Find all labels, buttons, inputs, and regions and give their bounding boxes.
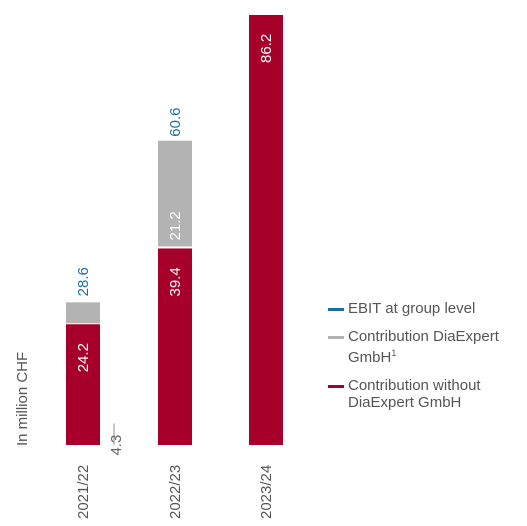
legend-swatch-without-diaexpert: [328, 385, 344, 388]
unit-label-text: In million CHF: [14, 351, 31, 446]
bar-total-cap-1: [66, 302, 100, 324]
value-label-without-diaexpert-3: 86.2: [258, 34, 275, 63]
value-label-without-diaexpert-2: 39.4: [167, 267, 184, 296]
bar-diaexpert-2: [158, 140, 192, 247]
bar-without-diaexpert-1: [66, 324, 100, 445]
category-label-1: 2021/22: [75, 465, 92, 519]
value-label-ebit-1: 28.6: [75, 267, 92, 296]
value-label-without-diaexpert-1: 24.2: [75, 343, 92, 372]
legend-item-diaexpert: Contribution DiaExpert GmbH1: [328, 328, 527, 366]
legend-item-without-diaexpert: Contribution without DiaExpert GmbH: [328, 377, 527, 411]
category-label-3: 2023/24: [258, 465, 275, 519]
value-label-diaexpert-2: 21.2: [167, 211, 184, 240]
bar-without-diaexpert-3: [249, 15, 283, 445]
legend-label-ebit: EBIT at group level: [348, 300, 476, 317]
bar-without-diaexpert-2: [158, 248, 192, 445]
value-label-diaexpert-1: 4.3: [108, 435, 125, 456]
legend: EBIT at group level Contribution DiaExpe…: [328, 300, 527, 422]
legend-swatch-ebit: [328, 308, 344, 311]
legend-swatch-diaexpert: [328, 336, 344, 339]
legend-label-diaexpert: Contribution DiaExpert GmbH: [348, 328, 499, 366]
legend-label-without-diaexpert: Contribution without DiaExpert GmbH: [348, 377, 481, 411]
legend-item-ebit: EBIT at group level: [328, 300, 527, 317]
legend-footnote: 1: [391, 348, 397, 358]
value-label-ebit-2: 60.6: [167, 107, 184, 136]
category-label-2: 2022/23: [167, 465, 184, 519]
